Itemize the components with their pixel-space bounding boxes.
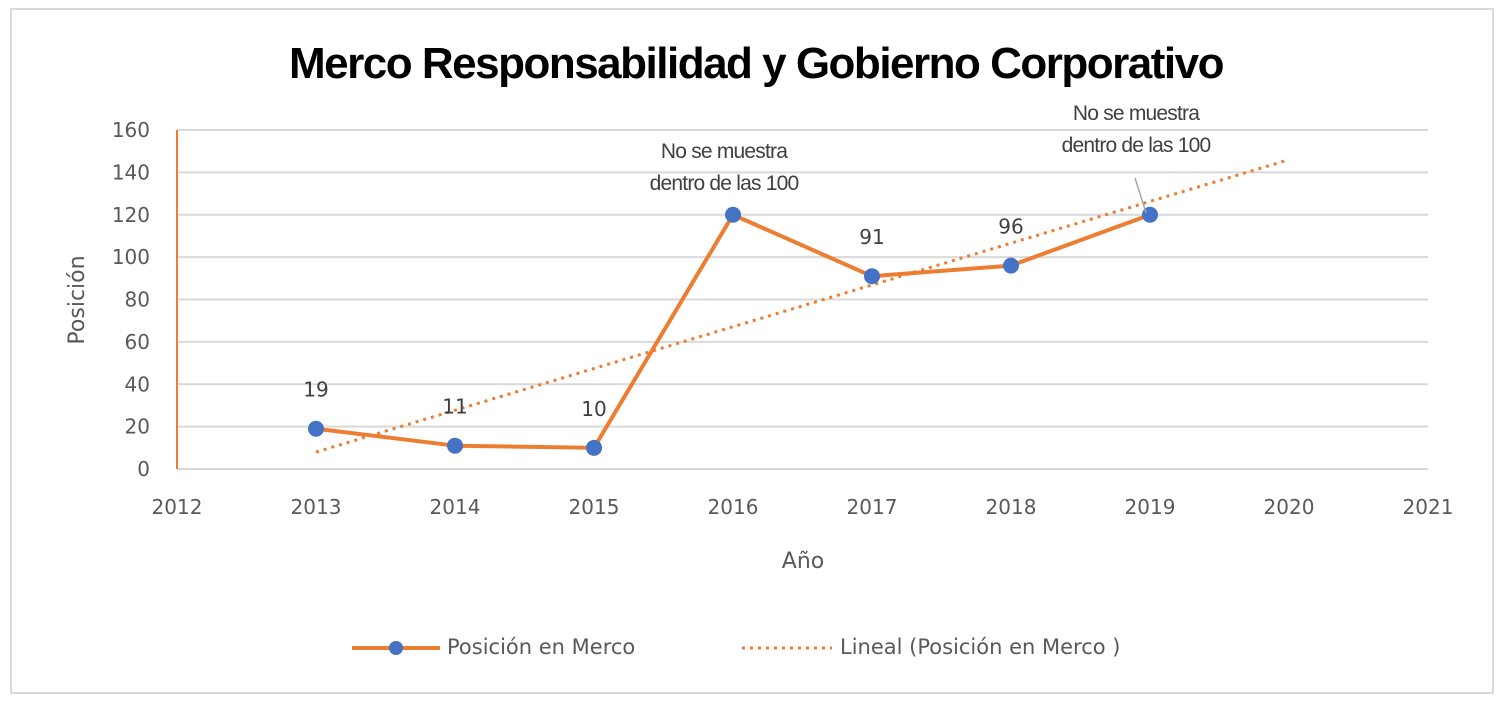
series-posicion-en-merco [308,207,1158,456]
data-label: 10 [581,397,606,421]
x-tick-label: 2013 [291,495,342,519]
y-tick-label: 100 [112,245,150,269]
x-tick-label: 2020 [1264,495,1315,519]
data-point [308,421,324,437]
annotation-line-2: dentro de las 100 [650,172,799,195]
data-label: 91 [859,225,884,249]
series-line [316,215,1150,448]
data-label: 11 [442,395,467,419]
annotation-line-1: No se muestra [661,140,788,163]
y-tick-label: 120 [112,203,150,227]
x-tick-label: 2016 [708,495,759,519]
legend-trend-label: Lineal (Posición en Merco ) [840,635,1120,659]
data-label: 96 [998,215,1023,239]
chart-title: Merco Responsabilidad y Gobierno Corpora… [289,39,1224,88]
legend: Posición en Merco Lineal (Posición en Me… [352,635,1120,659]
x-axis-ticks: 2012 2013 2014 2015 2016 2017 2018 2019 2020 2021 [152,495,1454,519]
x-tick-label: 2012 [152,495,203,519]
x-tick-label: 2018 [986,495,1037,519]
y-tick-label: 140 [112,160,150,184]
y-tick-label: 0 [137,457,150,481]
annotation-line-1: No se muestra [1073,102,1200,125]
data-point [586,440,602,456]
data-point [447,438,463,454]
data-labels: 19 11 10 No se muestra dentro de las 100 91 96… [303,102,1210,421]
x-tick-label: 2019 [1125,495,1176,519]
legend-series-label: Posición en Merco [447,635,635,659]
x-tick-label: 2015 [569,495,620,519]
y-axis-ticks: 0 20 40 60 80 100 120 140 160 [112,118,150,481]
x-axis-title: Año [782,549,824,574]
x-tick-label: 2014 [430,495,481,519]
x-tick-label: 2021 [1403,495,1454,519]
data-label: 19 [303,378,328,402]
y-tick-label: 40 [125,372,150,396]
y-axis-title: Posición [65,255,90,344]
data-point [864,268,880,284]
gridlines [177,130,1428,469]
data-point [725,207,741,223]
y-tick-label: 20 [125,415,150,439]
y-tick-label: 80 [125,288,150,312]
legend-series-marker [389,641,403,655]
y-tick-label: 160 [112,118,150,142]
x-tick-label: 2017 [847,495,898,519]
annotation-line-2: dentro de las 100 [1062,134,1211,157]
leader-line [1135,178,1146,213]
data-point [1003,258,1019,274]
y-tick-label: 60 [125,330,150,354]
